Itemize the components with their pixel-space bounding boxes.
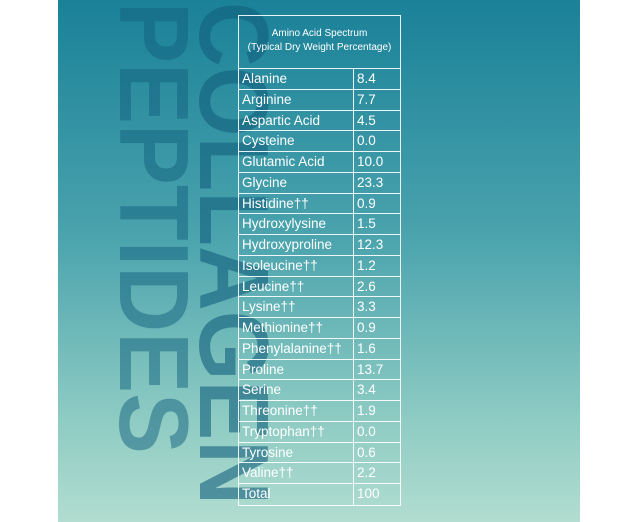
amino-value: 100 [357,486,380,501]
amino-value: 1.5 [357,216,376,232]
amino-value: 0.0 [357,423,376,439]
amino-value: 0.9 [357,195,376,211]
amino-name: Serine [239,380,354,400]
amino-value: 0.0 [357,133,376,149]
amino-value: 7.7 [357,91,376,107]
amino-value: 2.2 [357,465,376,481]
table-row: Total 100 [239,484,400,505]
brand-art: COLLAGEN PEPTIDES [99,2,289,505]
table-row: Isoleucine†† 1.2 [239,255,400,277]
amino-name: Threonine†† [239,401,354,421]
amino-name: Hydroxylysine [239,214,354,234]
amino-name: Tyrosine [239,442,354,463]
amino-name: Total [239,484,354,505]
amino-value: 0.6 [357,444,376,460]
table-row: Leucine†† 2.6 [239,276,400,298]
table-row: Arginine 7.7 [239,89,400,111]
amino-name: Glycine [239,172,354,193]
table-row: Methionine†† 0.9 [239,318,400,339]
table-row: Valine†† 2.2 [239,463,400,484]
amino-value: 1.6 [357,340,376,356]
amino-name: Alanine [239,69,354,89]
table-body: Alanine 8.4 Arginine 7.7 Aspartic Acid 4.5 Cys… [239,69,400,505]
table-row: Alanine 8.4 [239,69,400,90]
table-row: Hydroxylysine 1.5 [239,214,400,235]
table-row: Phenylalanine†† 1.6 [239,338,400,360]
amino-name: Lysine†† [239,297,354,317]
amino-name: Glutamic Acid [239,152,354,172]
brand-line: PEPTIDES [99,2,209,454]
table-row: Cysteine 0.0 [239,131,400,152]
amino-value: 8.4 [357,71,376,86]
table-row: Proline 13.7 [239,359,400,381]
table-row: Glutamic Acid 10.0 [239,152,400,173]
amino-name: Tryptophan†† [239,421,354,442]
amino-value: 1.2 [357,257,376,273]
amino-name: Isoleucine†† [239,255,354,276]
table-header: Amino Acid Spectrum (Typical Dry Weight … [239,16,400,69]
product-panel: COLLAGEN PEPTIDES Amino Acid Spectrum (T… [58,0,580,522]
table-subtitle: (Typical Dry Weight Percentage) [247,42,392,53]
table-row: Aspartic Acid 4.5 [239,110,400,132]
amino-name: Arginine [239,89,354,110]
table-row: Lysine†† 3.3 [239,297,400,318]
amino-name: Phenylalanine†† [239,338,354,359]
amino-value: 0.9 [357,320,376,335]
table-row: Threonine†† 1.9 [239,401,400,422]
amino-value: 1.9 [357,403,376,418]
amino-value: 3.3 [357,299,376,315]
amino-name: Proline [239,359,354,380]
amino-value: 4.5 [357,112,376,128]
amino-name: Methionine†† [239,318,354,338]
amino-value: 2.6 [357,278,376,294]
amino-value: 10.0 [357,154,384,169]
amino-value: 3.4 [357,382,376,398]
table-row: Tryptophan†† 0.0 [239,421,400,443]
amino-value: 13.7 [357,361,384,377]
amino-table: Amino Acid Spectrum (Typical Dry Weight … [238,15,401,506]
table-row: Tyrosine 0.6 [239,442,400,464]
table-row: Glycine 23.3 [239,172,400,194]
amino-name: Cysteine [239,131,354,151]
amino-name: Aspartic Acid [239,110,354,131]
amino-name: Valine†† [239,463,354,483]
table-row: Serine 3.4 [239,380,400,401]
amino-name: Hydroxyproline [239,235,354,255]
table-row: Hydroxyproline 12.3 [239,235,400,256]
table-row: Histidine†† 0.9 [239,193,400,215]
amino-value: 23.3 [357,174,384,190]
amino-value: 12.3 [357,237,384,252]
amino-name: Histidine†† [239,193,354,214]
amino-name: Leucine†† [239,276,354,297]
table-title: Amino Acid Spectrum [271,28,368,39]
